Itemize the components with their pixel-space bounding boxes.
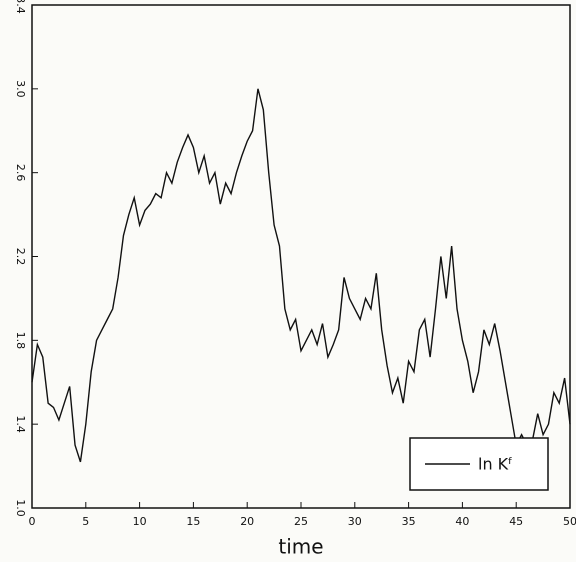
x-tick-label: 30 [348, 515, 362, 528]
y-tick-label: 2.2 [14, 248, 27, 266]
x-tick-label: 20 [240, 515, 254, 528]
x-tick-label: 15 [186, 515, 200, 528]
y-tick-label: 3.4 [14, 0, 27, 14]
x-tick-label: 40 [455, 515, 469, 528]
plot-frame [31, 4, 571, 509]
x-tick-label: 25 [294, 515, 308, 528]
y-tick-label: 1.0 [14, 499, 27, 517]
y-tick-label: 3.0 [14, 80, 27, 98]
y-tick-label: 1.4 [14, 415, 27, 433]
y-tick-label: 2.6 [14, 164, 27, 182]
x-tick-label: 10 [133, 515, 147, 528]
x-tick-label: 50 [563, 515, 576, 528]
x-tick-label: 0 [29, 515, 36, 528]
x-axis-label: time [278, 535, 323, 559]
legend-label: ln Kᶠ [478, 455, 513, 474]
y-tick-label: 1.8 [14, 332, 27, 350]
x-tick-label: 45 [509, 515, 523, 528]
x-tick-label: 5 [82, 515, 89, 528]
data-line [31, 88, 571, 463]
x-tick-label: 35 [402, 515, 416, 528]
legend-box [409, 437, 549, 491]
